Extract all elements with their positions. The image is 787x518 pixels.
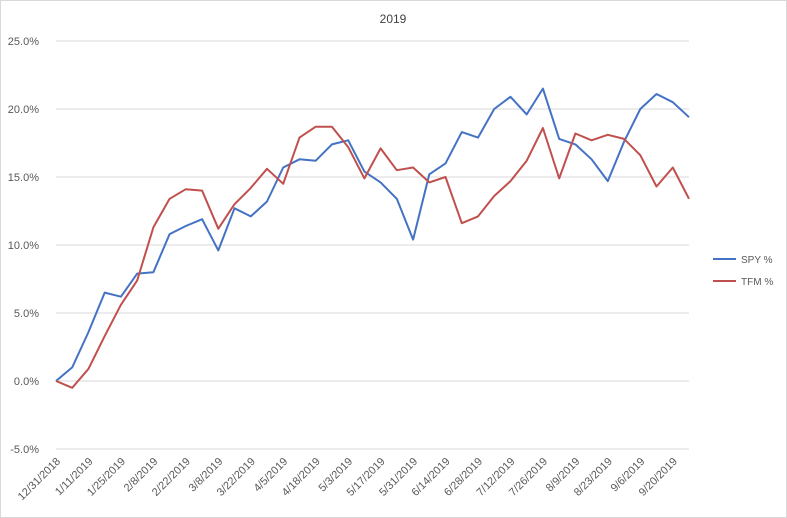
y-tick-label: 20.0% [8,104,39,116]
y-axis: -5.0% 0.0% 5.0% 10.0% 15.0% 20.0% 25.0% [8,36,39,456]
gridlines [56,40,689,450]
legend-label: SPY % [741,255,773,266]
legend: SPY % TFM % [713,255,773,288]
x-axis: 12/31/20181/11/20191/25/20192/8/20192/22… [16,456,680,503]
series-line-spy [55,87,690,382]
legend-label: TFM % [741,277,773,288]
chart-title: 2019 [380,12,407,26]
series-line-tfm [55,125,690,389]
y-tick-label: 0.0% [14,376,39,388]
series-lines [55,87,690,389]
x-tick-label: 12/31/2018 [16,456,63,503]
y-tick-label: 25.0% [8,36,39,48]
y-tick-label: -5.0% [10,444,39,456]
y-tick-label: 10.0% [8,240,39,252]
y-tick-label: 15.0% [8,172,39,184]
y-tick-label: 5.0% [14,308,39,320]
